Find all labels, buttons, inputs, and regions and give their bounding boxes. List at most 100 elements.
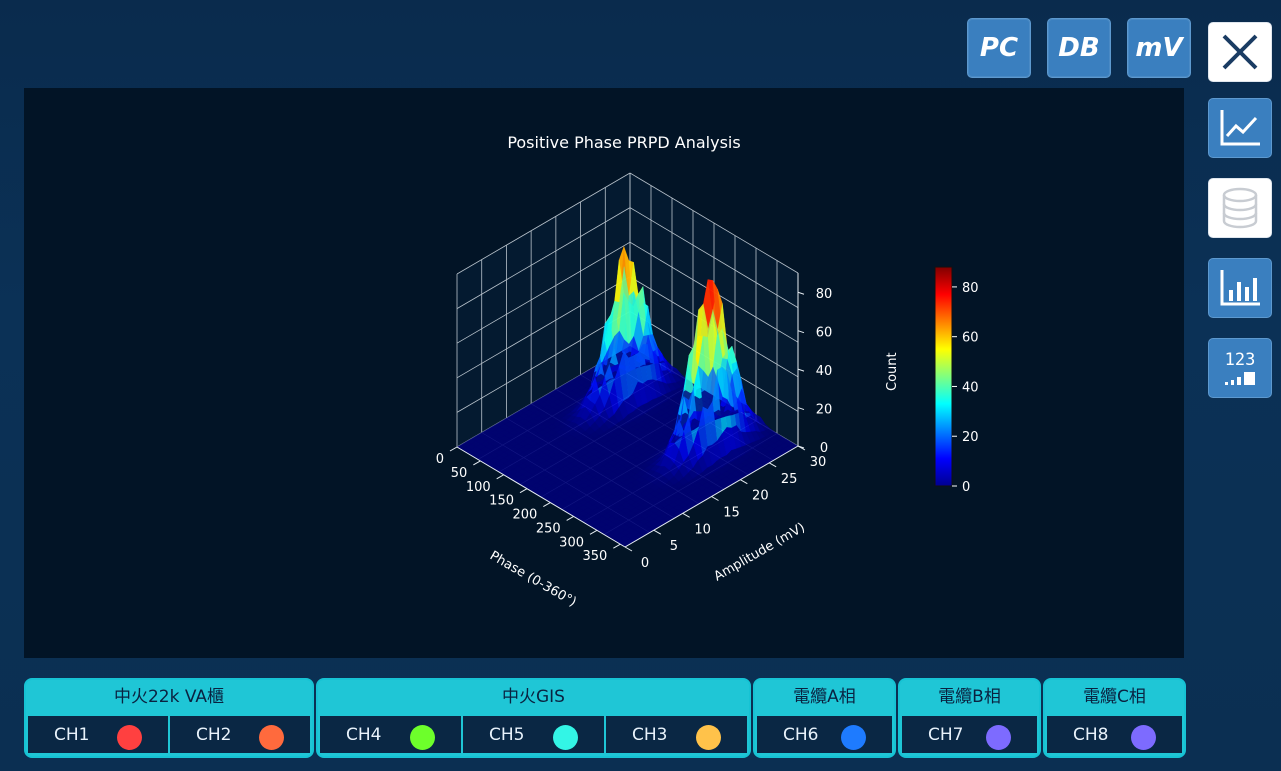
channel-group: 電纜A相 CH6 [753, 678, 896, 758]
channel-ch8-button[interactable]: CH8 [1047, 716, 1182, 753]
prpd-3d-chart: Positive Phase PRPD Analysis 05010015020… [436, 133, 979, 610]
pc-label: PC [979, 33, 1019, 63]
channel-group-title: 中火22k VA櫃 [113, 687, 225, 707]
chart-title: Positive Phase PRPD Analysis [507, 133, 740, 152]
colorbar-tick-label: 80 [962, 281, 979, 296]
x-tick [473, 460, 481, 466]
channel-group-title: 電纜C相 [1083, 687, 1146, 707]
channel-label: CH4 [346, 725, 382, 745]
bar-chart-icon [1220, 270, 1260, 306]
channel-group: 中火GIS CH4 CH5 CH3 [316, 678, 751, 758]
grid-line [456, 241, 631, 344]
close-icon [1222, 34, 1258, 70]
channel-color-dot [410, 725, 435, 750]
colorbar-tick-label: 20 [962, 430, 979, 445]
mv-label: mV [1135, 33, 1183, 63]
z-tick [797, 291, 805, 295]
channel-ch5-button[interactable]: CH5 [463, 716, 606, 753]
colorbar-tick-label: 0 [962, 480, 970, 495]
channel-ch4-button[interactable]: CH4 [320, 716, 463, 753]
channel-ch6-button[interactable]: CH6 [757, 716, 892, 753]
x-tick [589, 529, 598, 535]
x-tick-label: 50 [451, 466, 468, 481]
surface-cell [566, 411, 577, 416]
channel-color-dot [841, 725, 866, 750]
line-chart-button[interactable] [1208, 98, 1272, 158]
x-tick-label: 250 [536, 521, 561, 536]
x-axis-line [456, 446, 626, 548]
channel-color-dot [117, 725, 142, 750]
y-tick [624, 546, 633, 552]
channel-label: CH2 [196, 725, 232, 745]
colorbar-ticks: 0 20 40 60 80 [952, 281, 979, 495]
channel-ch3-button[interactable]: CH3 [606, 716, 747, 753]
numeric-display-icon: 123 [1225, 350, 1255, 385]
channel-group: 中火22k VA櫃 CH1 CH2 [24, 678, 314, 758]
colorbar [934, 266, 953, 487]
channel-group: 電纜B相 CH7 [898, 678, 1041, 758]
y-tick-label: 0 [641, 556, 649, 571]
numeric-display-button[interactable]: 123 [1208, 338, 1272, 398]
grid-line [629, 207, 799, 308]
side-wall [457, 173, 630, 447]
db-label: DB [1058, 33, 1100, 63]
x-tick [519, 488, 528, 494]
y-tick-label: 25 [781, 472, 798, 487]
pc-button[interactable]: PC [967, 18, 1031, 78]
z-tick [797, 407, 805, 411]
channel-group-title: 電纜B相 [938, 687, 1001, 707]
y-tick-label: 30 [810, 455, 827, 470]
channel-label: CH1 [54, 725, 90, 745]
colorbar-tick-label: 60 [962, 331, 979, 346]
bar-chart-button[interactable] [1208, 258, 1272, 318]
z-tick [797, 368, 805, 372]
y-tick [653, 529, 662, 535]
grid-line [456, 311, 631, 413]
surface-cell [650, 456, 661, 462]
z-tick-label: 0 [820, 441, 828, 456]
surface-cell [654, 451, 666, 462]
channel-group-title: 電纜A相 [793, 687, 856, 707]
close-button[interactable] [1208, 22, 1272, 82]
y-tick [682, 512, 690, 518]
channel-color-dot [553, 725, 578, 750]
channel-color-dot [1131, 725, 1156, 750]
line-chart-icon [1220, 110, 1260, 146]
surface-cell [726, 411, 738, 416]
grid-line [456, 207, 631, 309]
x-axis-label: Phase (0-360°) [487, 548, 579, 610]
channel-color-dot [259, 725, 284, 750]
surface-cell [576, 395, 586, 407]
x-tick-label: 300 [559, 535, 584, 550]
channel-label: CH5 [489, 725, 525, 745]
x-tick [496, 474, 504, 480]
database-button[interactable] [1208, 178, 1272, 238]
y-tick [740, 479, 748, 485]
channel-label: CH3 [632, 725, 668, 745]
z-tick-label: 60 [816, 326, 833, 341]
mv-button[interactable]: mV [1127, 18, 1191, 78]
channel-ch7-button[interactable]: CH7 [902, 716, 1037, 753]
channel-cells: CH7 [902, 716, 1037, 753]
channel-group-title: 中火GIS [502, 687, 565, 707]
db-button[interactable]: DB [1047, 18, 1111, 78]
y-tick-label: 20 [752, 489, 769, 504]
database-icon [1222, 187, 1258, 229]
x-tick-label: 100 [466, 480, 491, 495]
z-tick [797, 445, 805, 449]
z-tick-label: 20 [816, 403, 833, 418]
channel-color-dot [696, 725, 721, 750]
channel-ch1-button[interactable]: CH1 [28, 716, 170, 753]
channel-color-dot [986, 725, 1011, 750]
y-tick-label: 15 [723, 506, 740, 521]
z-tick-label: 80 [816, 287, 833, 302]
channel-ch2-button[interactable]: CH2 [170, 716, 310, 753]
y-tick [768, 462, 777, 468]
y-tick [711, 496, 719, 501]
channel-label: CH6 [783, 725, 819, 745]
z-tick [797, 330, 805, 334]
colorbar-tick-label: 40 [962, 380, 979, 395]
channel-cells: CH8 [1047, 716, 1182, 753]
surface-cell [655, 454, 665, 467]
y-tick-label: 10 [694, 522, 711, 537]
